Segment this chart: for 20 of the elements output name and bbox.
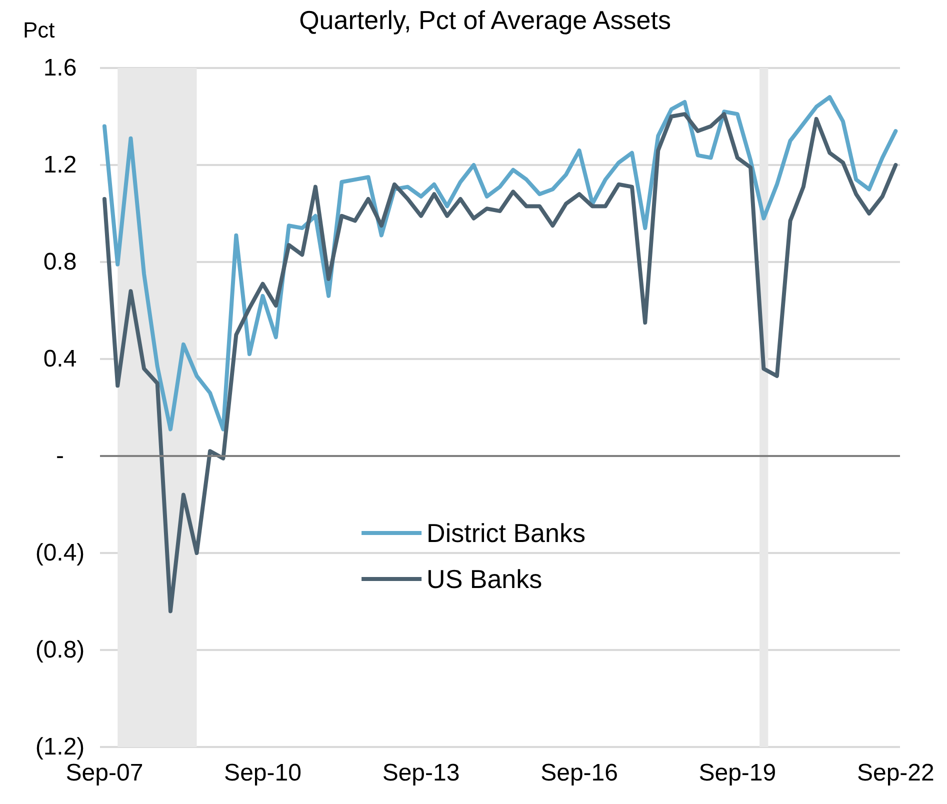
- x-tick-label: Sep-07: [66, 760, 144, 786]
- x-tick-label: Sep-10: [224, 760, 302, 786]
- y-tick-label: 1.6: [43, 54, 77, 82]
- y-tick-label: (0.8): [35, 636, 85, 664]
- x-tick-label: Sep-16: [540, 760, 618, 786]
- y-tick-label: 1.2: [43, 152, 77, 178]
- y-tick-label: 0.4: [43, 346, 77, 372]
- line-series: [102, 95, 898, 432]
- x-tick-label: Sep-13: [382, 760, 460, 786]
- y-tick-label: 0.8: [43, 248, 77, 276]
- x-tick-label: Sep-22: [856, 760, 934, 786]
- legend-label: US Banks: [426, 564, 542, 594]
- legend-label: District Banks: [426, 518, 586, 548]
- chart-title: Quarterly, Pct of Average Assets: [299, 5, 671, 35]
- y-tick-label: -: [56, 442, 64, 470]
- line-series: [102, 112, 898, 614]
- y-tick-label: (1.2): [35, 734, 85, 760]
- y-axis-title: Pct: [23, 18, 55, 42]
- y-tick-label: (0.4): [35, 540, 85, 566]
- x-tick-label: Sep-19: [698, 760, 776, 786]
